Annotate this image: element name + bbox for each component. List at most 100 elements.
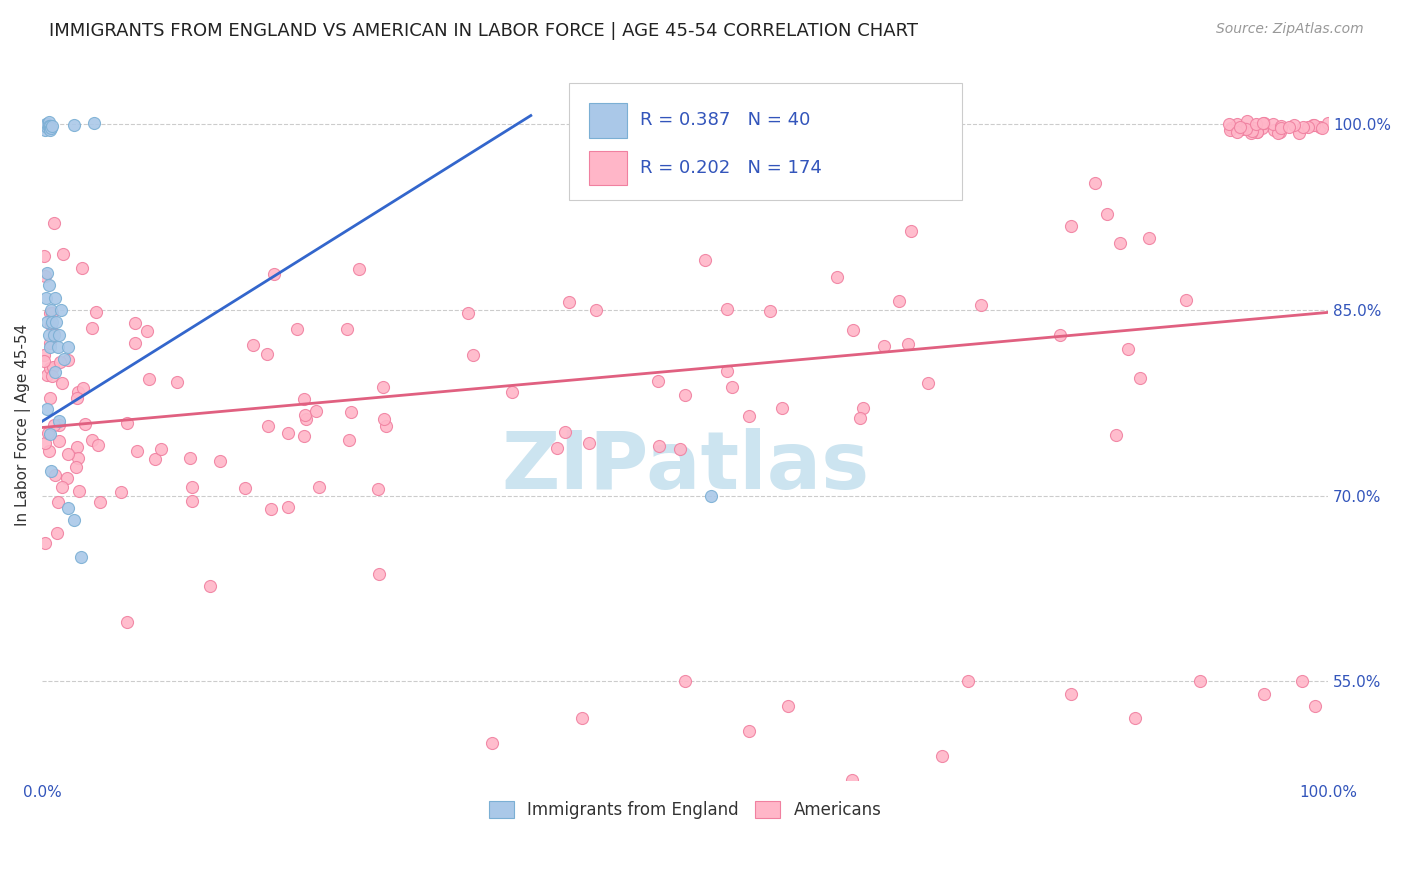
Point (1236, 113, 1258, 128)
Point (668, 442, 690, 456)
Point (1188, 674, 1211, 689)
Point (287, 322, 309, 336)
Point (46, 340, 69, 354)
Text: Source: ZipAtlas.com: Source: ZipAtlas.com (1216, 22, 1364, 37)
Point (1251, 121, 1274, 136)
Point (41, 315, 63, 329)
Point (242, 337, 264, 351)
Point (1174, 293, 1197, 307)
Point (143, 451, 166, 466)
Point (277, 500, 299, 514)
Point (1060, 219, 1083, 233)
Point (34, 536, 56, 550)
Bar (589, 151, 627, 186)
Point (56, 352, 79, 367)
Point (39, 335, 62, 350)
Point (292, 429, 315, 443)
Point (1116, 342, 1139, 356)
Point (1226, 117, 1249, 131)
Point (110, 485, 132, 500)
Point (367, 567, 389, 582)
Point (34, 268, 56, 283)
Point (45, 315, 67, 329)
Point (37, 315, 59, 329)
Point (759, 304, 782, 318)
Point (481, 736, 503, 750)
Point (1267, 126, 1289, 140)
Point (957, 674, 980, 689)
Point (578, 436, 600, 450)
Point (716, 301, 738, 316)
Point (38, 444, 60, 458)
Point (1234, 121, 1257, 136)
Point (32, 249, 55, 263)
Point (1049, 328, 1071, 343)
Point (42, 359, 65, 374)
Point (208, 454, 231, 468)
Text: IMMIGRANTS FROM ENGLAND VS AMERICAN IN LABOR FORCE | AGE 45-54 CORRELATION CHART: IMMIGRANTS FROM ENGLAND VS AMERICAN IN L… (49, 22, 918, 40)
Point (38, 278, 60, 293)
Point (41, 368, 63, 383)
Point (1288, 126, 1310, 140)
Point (35, 291, 58, 305)
Point (738, 723, 761, 738)
Point (1303, 699, 1326, 714)
Point (1233, 120, 1256, 135)
Point (38, 426, 60, 441)
Point (457, 306, 479, 320)
Point (37, 120, 59, 134)
Point (138, 371, 160, 385)
Point (115, 416, 138, 430)
Point (308, 480, 330, 494)
Point (51, 480, 73, 494)
Point (149, 442, 172, 456)
Point (1109, 235, 1132, 250)
Point (1291, 674, 1313, 689)
Point (35, 117, 58, 131)
Point (38, 115, 60, 129)
Point (42, 327, 65, 342)
Point (66, 384, 89, 399)
Point (1317, 116, 1340, 130)
Point (873, 339, 896, 353)
Bar (589, 103, 627, 137)
Point (851, 401, 873, 415)
Point (367, 482, 389, 496)
Point (1282, 119, 1305, 133)
Point (277, 425, 299, 440)
Point (1241, 124, 1264, 138)
Point (32, 353, 55, 368)
Point (1229, 120, 1251, 135)
Point (931, 748, 953, 763)
Point (841, 773, 863, 788)
Point (336, 321, 359, 335)
Point (294, 408, 316, 422)
Point (305, 404, 328, 418)
Point (42, 216, 65, 230)
Point (63, 118, 86, 132)
Point (39, 121, 62, 136)
Point (337, 433, 360, 447)
Point (1218, 117, 1240, 131)
Point (1253, 116, 1275, 130)
Point (1129, 371, 1152, 385)
Point (738, 409, 761, 424)
Point (776, 699, 799, 714)
Point (848, 411, 870, 425)
Point (1298, 120, 1320, 135)
Point (49, 355, 72, 369)
Point (349, 261, 371, 276)
Point (69, 550, 91, 565)
Point (1246, 125, 1268, 139)
Point (87, 437, 110, 451)
Point (917, 376, 939, 390)
Point (1302, 118, 1324, 132)
Point (53, 352, 76, 367)
Point (44, 291, 66, 305)
Point (66, 391, 89, 405)
Point (1243, 120, 1265, 135)
FancyBboxPatch shape (569, 83, 962, 200)
Point (39, 306, 62, 320)
Point (44, 365, 66, 379)
Point (1270, 120, 1292, 135)
